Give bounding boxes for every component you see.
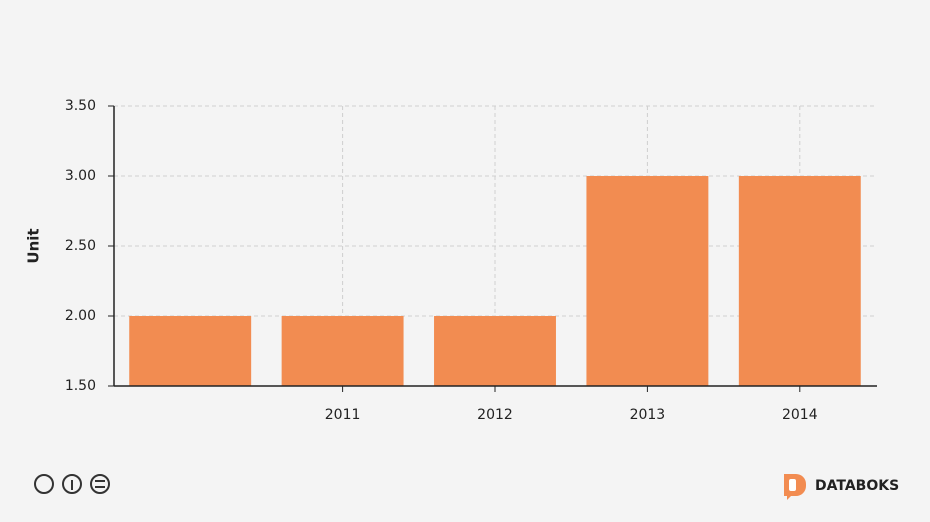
license-icons — [34, 474, 110, 494]
y-tick-label: 3.00 — [65, 168, 96, 184]
y-axis-label: Unit — [25, 228, 43, 263]
y-tick-label: 2.00 — [65, 308, 96, 324]
bar — [434, 316, 556, 386]
bar — [129, 316, 252, 386]
x-tick-label: 2014 — [782, 407, 818, 423]
x-tick-label: 2012 — [477, 407, 513, 423]
bar — [281, 316, 404, 386]
y-tick-label: 3.50 — [65, 98, 96, 114]
x-tick-label: 2013 — [630, 407, 666, 423]
y-tick-label: 1.50 — [65, 378, 96, 394]
bar — [586, 176, 709, 386]
x-tick-label: 2011 — [325, 407, 361, 423]
brand-logo — [784, 474, 806, 500]
bar — [738, 176, 861, 386]
brand-name: DATABOKS — [815, 478, 899, 494]
y-tick-label: 2.50 — [65, 238, 96, 254]
